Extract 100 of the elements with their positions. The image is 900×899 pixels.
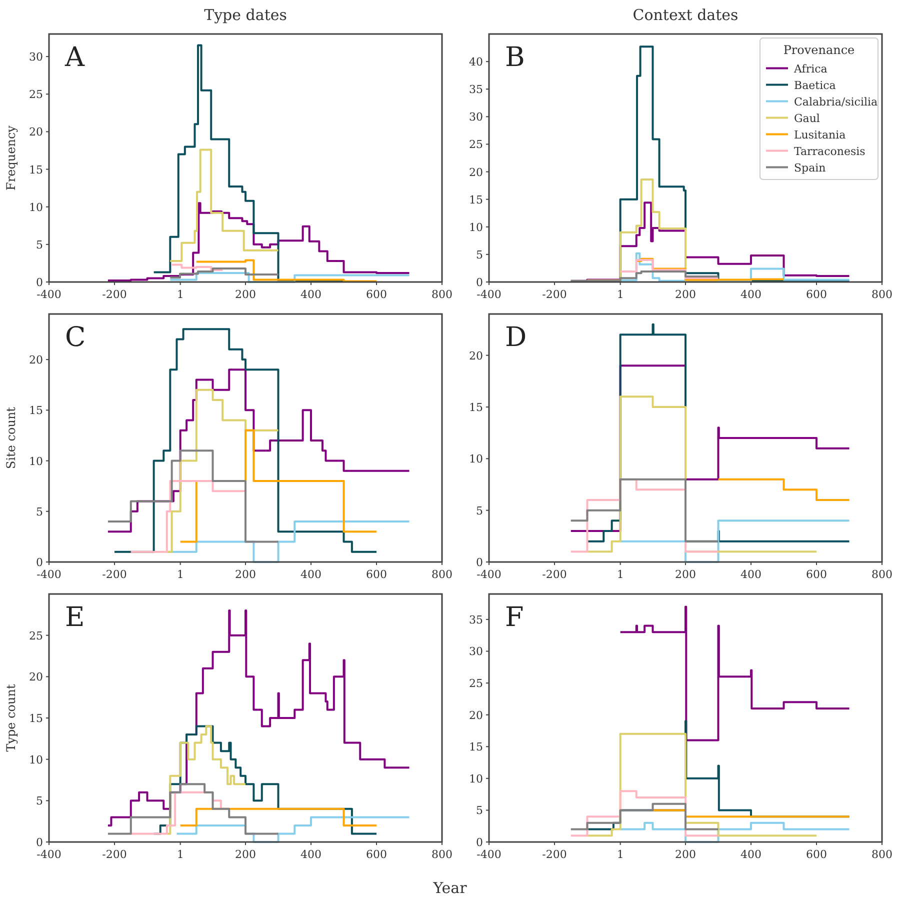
x-tick-label: 800 xyxy=(872,848,892,861)
legend-label: Tarraconesis xyxy=(794,144,866,158)
x-tick-label: -400 xyxy=(36,288,62,301)
y-tick-label: 5 xyxy=(476,248,483,262)
x-tick-label: 600 xyxy=(366,568,387,581)
annotation: C xyxy=(65,322,86,353)
y-tick-label: 0 xyxy=(476,556,483,569)
y-tick-label: 10 xyxy=(469,220,483,234)
x-tick-label: -400 xyxy=(476,568,502,581)
x-tick-label: 800 xyxy=(872,288,892,301)
chart-title: Type dates xyxy=(204,6,287,24)
y-tick-label: 5 xyxy=(36,238,43,252)
x-tick-label: 800 xyxy=(432,288,452,301)
x-tick-label: 400 xyxy=(740,568,762,581)
annotation: D xyxy=(505,322,527,353)
x-tick-label: -200 xyxy=(542,848,567,861)
legend-title: Provenance xyxy=(783,43,855,57)
y-tick-label: 5 xyxy=(476,804,483,818)
y-tick-label: 20 xyxy=(29,354,43,367)
y-tick-label: 20 xyxy=(469,708,483,722)
x-tick-label: 600 xyxy=(806,848,827,861)
y-tick-label: 30 xyxy=(469,645,483,658)
legend-label: Gaul xyxy=(794,112,820,125)
y-axis-title: Type count xyxy=(4,684,18,752)
y-tick-label: 15 xyxy=(469,740,483,754)
y-tick-label: 20 xyxy=(29,670,43,684)
y-tick-label: 40 xyxy=(469,56,483,69)
x-tick-label: -200 xyxy=(542,568,567,581)
annotation: B xyxy=(505,42,525,73)
x-tick-label: -400 xyxy=(476,848,502,861)
y-tick-label: 20 xyxy=(469,166,483,179)
y-tick-label: 25 xyxy=(29,629,43,642)
x-tick-label: -200 xyxy=(102,848,127,861)
y-axis-title: Site count xyxy=(4,406,18,470)
x-tick-label: 200 xyxy=(675,848,696,861)
y-axis-title: Frequency xyxy=(4,125,18,190)
y-tick-label: 10 xyxy=(29,753,43,766)
legend-label: Africa xyxy=(793,62,828,76)
y-tick-label: 5 xyxy=(36,505,43,518)
y-tick-label: 15 xyxy=(469,193,483,206)
y-tick-label: 15 xyxy=(29,163,43,176)
x-tick-label: -400 xyxy=(36,568,62,581)
x-tick-label: 400 xyxy=(740,848,762,861)
x-tick-label: 600 xyxy=(366,288,387,301)
y-tick-label: 0 xyxy=(476,836,483,849)
y-tick-label: 0 xyxy=(476,276,483,289)
annotation: F xyxy=(505,602,524,633)
x-tick-label: 1 xyxy=(616,568,624,581)
x-tick-label: 1 xyxy=(616,288,624,301)
x-tick-label: 200 xyxy=(235,848,256,861)
x-tick-label: 600 xyxy=(806,568,827,581)
legend-label: Calabria/sicilia xyxy=(794,95,878,108)
y-tick-label: 25 xyxy=(29,88,43,102)
x-tick-label: -400 xyxy=(476,288,502,301)
y-tick-label: 30 xyxy=(29,50,43,64)
chart-title: Context dates xyxy=(632,6,738,24)
y-tick-label: 10 xyxy=(29,454,43,468)
y-tick-label: 25 xyxy=(469,138,483,152)
y-tick-label: 25 xyxy=(469,677,483,690)
y-tick-label: 30 xyxy=(469,110,483,124)
x-tick-label: 200 xyxy=(675,568,696,581)
x-tick-label: -200 xyxy=(542,288,567,301)
annotation: A xyxy=(64,42,85,73)
y-tick-label: 35 xyxy=(469,613,483,626)
x-tick-label: 1 xyxy=(176,848,184,861)
x-axis-title: Year xyxy=(432,879,468,897)
y-tick-label: 20 xyxy=(29,126,43,139)
legend-label: Spain xyxy=(794,161,826,174)
x-tick-label: 1 xyxy=(616,848,624,861)
y-tick-label: 15 xyxy=(29,712,43,725)
x-tick-label: 200 xyxy=(235,568,256,581)
y-tick-label: 15 xyxy=(469,401,483,414)
y-tick-label: 0 xyxy=(36,276,43,289)
y-tick-label: 10 xyxy=(469,452,483,466)
x-tick-label: 600 xyxy=(366,848,387,861)
y-tick-label: 0 xyxy=(36,836,43,849)
x-tick-label: 600 xyxy=(806,288,827,301)
y-tick-label: 5 xyxy=(36,794,43,808)
legend-label: Baetica xyxy=(794,78,836,92)
x-tick-label: -400 xyxy=(36,848,62,861)
y-tick-label: 35 xyxy=(469,83,483,96)
x-tick-label: -200 xyxy=(102,288,127,301)
x-tick-label: 1 xyxy=(176,568,184,581)
y-tick-label: 10 xyxy=(29,200,43,214)
annotation: E xyxy=(65,602,85,633)
x-tick-label: 200 xyxy=(235,288,256,301)
y-tick-label: 0 xyxy=(36,556,43,569)
x-tick-label: 800 xyxy=(872,568,892,581)
y-tick-label: 20 xyxy=(469,349,483,362)
x-tick-label: 400 xyxy=(300,568,322,581)
legend-label: Lusitania xyxy=(794,128,846,142)
x-tick-label: 400 xyxy=(740,288,762,301)
y-tick-label: 5 xyxy=(476,504,483,518)
x-tick-label: 800 xyxy=(432,568,452,581)
y-tick-label: 15 xyxy=(29,404,43,418)
x-tick-label: 1 xyxy=(176,288,184,301)
x-tick-label: 400 xyxy=(300,848,322,861)
x-tick-label: 200 xyxy=(675,288,696,301)
x-tick-label: 400 xyxy=(300,288,322,301)
x-tick-label: -200 xyxy=(102,568,127,581)
